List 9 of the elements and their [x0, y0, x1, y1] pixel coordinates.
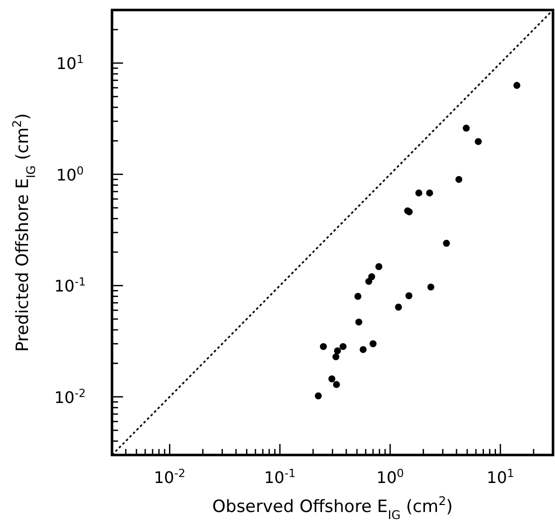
x-axis-title: Observed Offshore E$_{IG}$ (cm$^{2}$) — [212, 494, 453, 520]
y-tick-label: 10$^{-1}$ — [54, 275, 86, 296]
x-tick-label: 10$^{-1}$ — [264, 466, 296, 487]
y-tick-label: 10$^{1}$ — [56, 52, 84, 74]
x-tick-label: 10$^{-2}$ — [154, 466, 186, 487]
y-tick-label: 10$^{-2}$ — [54, 386, 86, 407]
x-tick-label: 10$^{0}$ — [376, 466, 404, 487]
y-tick-label: 10$^{0}$ — [56, 164, 84, 184]
x-tick-label: 10$^{1}$ — [486, 466, 514, 487]
